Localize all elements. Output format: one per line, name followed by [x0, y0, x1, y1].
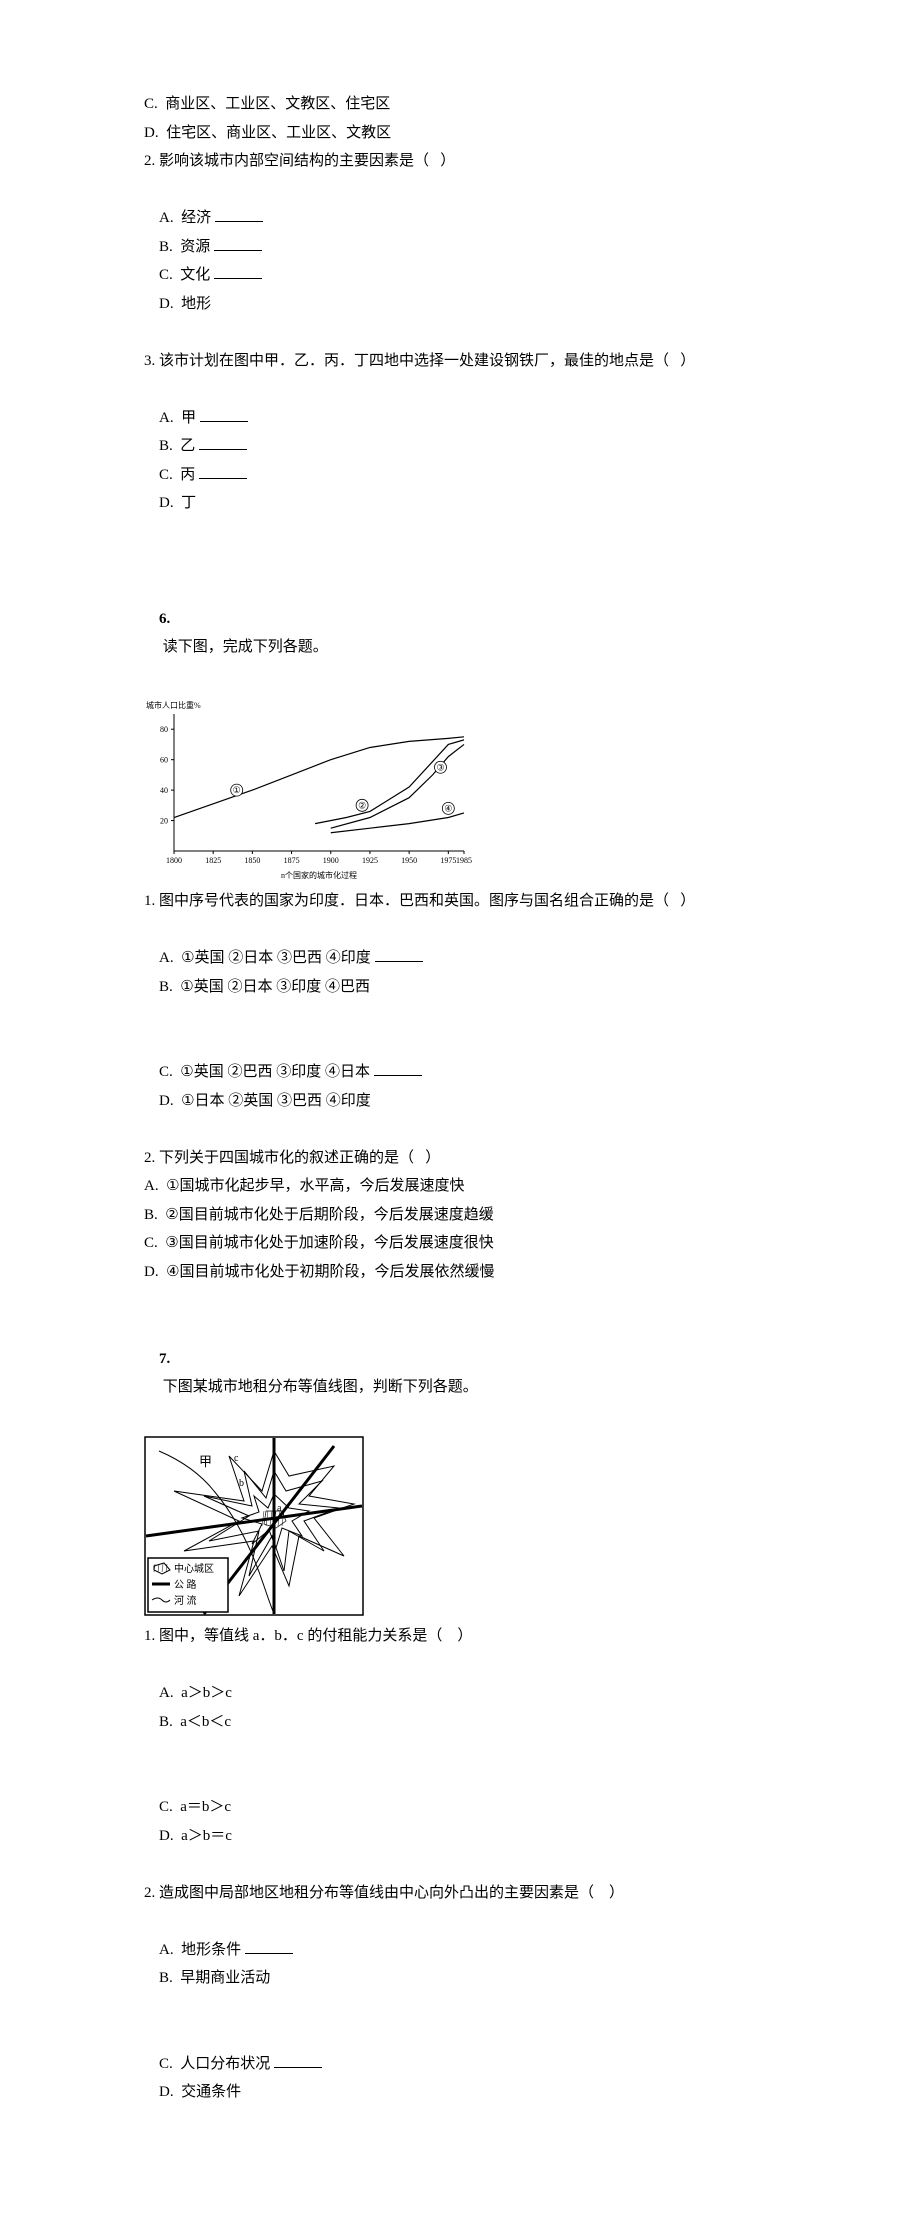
svg-text:a: a [277, 1503, 282, 1514]
svg-text:1800: 1800 [166, 856, 182, 865]
subquestion-2-options: A. 经济 B. 资源 C. 文化 D. 地形 [120, 176, 800, 347]
urbanization-chart: 城市人口比重% 20 40 60 80 1800 1825 1850 1875 1900 1925 1… [120, 696, 800, 881]
q7-1-option-b: B. a＜b＜c [159, 1714, 231, 1730]
question-7-stem: 7. 下图某城市地租分布等值线图，判断下列各题。 [120, 1316, 800, 1430]
svg-text:④: ④ [444, 803, 452, 813]
option-c: C. 商业区、工业区、文教区、住宅区 [120, 90, 800, 119]
q6-2-option-a: A. ①国城市化起步早，水平高，今后发展速度快 [120, 1172, 800, 1201]
q7-1-option-c: C. a＝b＞c [159, 1799, 231, 1815]
subquestion-2: 2. 影响该城市内部空间结构的主要因素是（ ） [120, 147, 800, 176]
subquestion-3-options: A. 甲 B. 乙 C. 丙 D. 丁 [120, 375, 800, 546]
q7-1-option-d: D. a＞b＝c [159, 1828, 232, 1844]
question-6-number: 6. [159, 611, 170, 627]
svg-text:20: 20 [160, 817, 168, 826]
svg-text:b: b [239, 1478, 244, 1489]
q6-1-option-a: A. ①英国 ②日本 ③巴西 ④印度 [159, 950, 371, 966]
q2-option-c: C. 文化 [159, 267, 210, 283]
svg-text:1975: 1975 [440, 856, 456, 865]
q7-1-option-a: A. a＞b＞c [159, 1685, 232, 1701]
rent-contour-map: a b c 甲中心城区公 路河 流 [120, 1436, 800, 1616]
question-6-stem: 6. 读下图，完成下列各题。 [120, 576, 800, 690]
svg-text:1985: 1985 [456, 856, 472, 865]
q6-2-option-b: B. ②国目前城市化处于后期阶段，今后发展速度趋缓 [120, 1201, 800, 1230]
svg-text:1925: 1925 [362, 856, 378, 865]
q7-sub1: 1. 图中，等值线 a．b．c 的付租能力关系是（ ） [120, 1622, 800, 1651]
q7-2-option-b: B. 早期商业活动 [159, 1970, 270, 1986]
svg-text:③: ③ [436, 762, 444, 772]
svg-text:n个国家的城市化过程: n个国家的城市化过程 [281, 870, 357, 880]
svg-text:公 路: 公 路 [174, 1578, 197, 1591]
svg-text:①: ① [233, 785, 241, 795]
q7-sub1-row1: A. a＞b＞c B. a＜b＜c [120, 1651, 800, 1765]
svg-text:c: c [234, 1453, 239, 1464]
svg-text:40: 40 [160, 786, 168, 795]
svg-text:城市人口比重%: 城市人口比重% [146, 700, 201, 710]
svg-text:1850: 1850 [244, 856, 260, 865]
q6-sub1-row2: C. ①英国 ②巴西 ③印度 ④日本 D. ①日本 ②英国 ③巴西 ④印度 [120, 1030, 800, 1144]
svg-text:1900: 1900 [323, 856, 339, 865]
question-block-7: 7. 下图某城市地租分布等值线图，判断下列各题。 abc甲中心城区公 路河 流 … [120, 1316, 800, 2135]
option-d: D. 住宅区、商业区、工业区、文教区 [120, 119, 800, 148]
question-block-5-tail: C. 商业区、工业区、文教区、住宅区 D. 住宅区、商业区、工业区、文教区 2.… [120, 90, 800, 546]
svg-text:中心城区: 中心城区 [174, 1562, 214, 1575]
question-block-6: 6. 读下图，完成下列各题。 城市人口比重% 20 40 60 80 1800 1825 18… [120, 576, 800, 1286]
q7-sub1-row2: C. a＝b＞c D. a＞b＝c [120, 1765, 800, 1879]
question-7-number: 7. [159, 1351, 170, 1367]
svg-text:80: 80 [160, 725, 168, 734]
q6-1-option-d: D. ①日本 ②英国 ③巴西 ④印度 [159, 1093, 371, 1109]
q7-2-option-a: A. 地形条件 [159, 1942, 241, 1958]
svg-text:甲: 甲 [199, 1454, 212, 1469]
svg-text:河 流: 河 流 [174, 1594, 197, 1607]
q7-2-option-d: D. 交通条件 [159, 2084, 241, 2100]
svg-text:1950: 1950 [401, 856, 417, 865]
q7-sub2-row2: C. 人口分布状况 D. 交通条件 [120, 2021, 800, 2135]
q2-option-b: B. 资源 [159, 239, 210, 255]
q3-option-a: A. 甲 [159, 410, 196, 426]
svg-text:1825: 1825 [205, 856, 221, 865]
q6-sub2: 2. 下列关于四国城市化的叙述正确的是（ ） [120, 1144, 800, 1173]
q7-2-option-c: C. 人口分布状况 [159, 2056, 270, 2072]
question-6-stem-text: 读下图，完成下列各题。 [163, 639, 328, 655]
q7-sub2: 2. 造成图中局部地区地租分布等值线由中心向外凸出的主要因素是（ ） [120, 1879, 800, 1908]
q6-2-option-c: C. ③国目前城市化处于加速阶段，今后发展速度很快 [120, 1229, 800, 1258]
q6-1-option-b: B. ①英国 ②日本 ③印度 ④巴西 [159, 979, 370, 995]
svg-text:60: 60 [160, 756, 168, 765]
q6-2-option-d: D. ④国目前城市化处于初期阶段，今后发展依然缓慢 [120, 1258, 800, 1287]
q6-sub1: 1. 图中序号代表的国家为印度．日本．巴西和英国。图序与国名组合正确的是（ ） [120, 887, 800, 916]
q2-option-d: D. 地形 [159, 296, 211, 312]
q3-option-b: B. 乙 [159, 438, 195, 454]
q3-option-c: C. 丙 [159, 467, 195, 483]
q3-option-d: D. 丁 [159, 495, 196, 511]
svg-text:1875: 1875 [284, 856, 300, 865]
svg-text:②: ② [358, 800, 366, 810]
q6-sub1-row1: A. ①英国 ②日本 ③巴西 ④印度 B. ①英国 ②日本 ③印度 ④巴西 [120, 916, 800, 1030]
subquestion-3: 3. 该市计划在图中甲．乙．丙．丁四地中选择一处建设钢铁厂，最佳的地点是（ ） [120, 347, 800, 376]
q7-sub2-row1: A. 地形条件 B. 早期商业活动 [120, 1907, 800, 2021]
q2-option-a: A. 经济 [159, 210, 211, 226]
question-7-stem-text: 下图某城市地租分布等值线图，判断下列各题。 [163, 1379, 478, 1395]
q6-1-option-c: C. ①英国 ②巴西 ③印度 ④日本 [159, 1064, 370, 1080]
